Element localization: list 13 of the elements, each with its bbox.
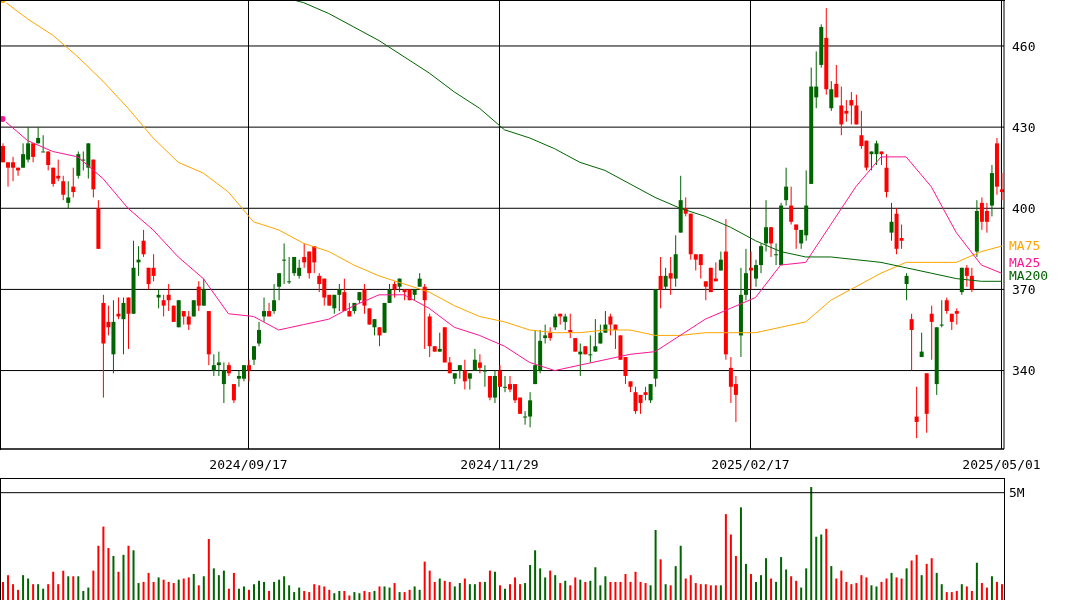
series-label: MA75 [1009, 237, 1041, 253]
y-tick-label: 430 [1012, 119, 1036, 135]
x-tick-label: 2024/11/29 [460, 457, 539, 472]
x-tick-label: 2024/09/17 [209, 457, 288, 472]
y-tick-label: 460 [1012, 38, 1036, 54]
y-tick-label: 400 [1012, 200, 1036, 216]
x-tick-label: 2025/05/01 [962, 457, 1041, 472]
x-tick-label: 2025/02/17 [711, 457, 790, 472]
series-label: MA25 [1009, 254, 1041, 270]
y-tick-label: 340 [1012, 363, 1036, 379]
series-label: MA200 [1009, 267, 1049, 283]
y-tick-label: 370 [1012, 282, 1036, 298]
ref-line-label: 5M [1009, 485, 1025, 501]
